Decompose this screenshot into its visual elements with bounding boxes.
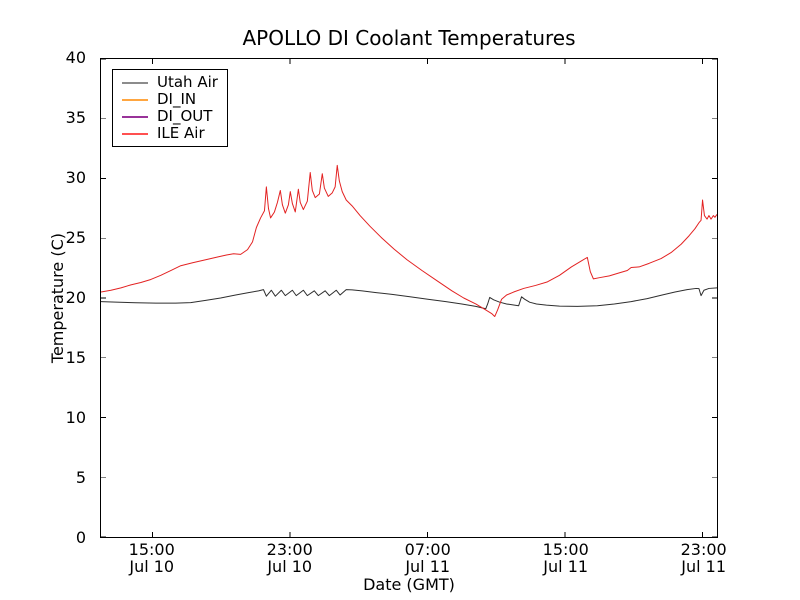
legend-item-di-in: DI_IN xyxy=(122,91,218,108)
series-line-ile-air xyxy=(101,164,717,318)
legend-line-sample-utah-air xyxy=(122,81,148,84)
y-tick-label: 5 xyxy=(75,468,86,487)
legend-line-sample-di-in xyxy=(122,98,148,101)
y-tick-label: 35 xyxy=(65,108,86,127)
y-tick-label: 10 xyxy=(65,408,86,427)
x-tick-label: 23:00 Jul 11 xyxy=(681,541,727,575)
legend-item-di-out: DI_OUT xyxy=(122,108,218,125)
x-tick-time: 23:00 xyxy=(680,540,727,559)
y-tick-label: 40 xyxy=(65,48,86,67)
legend-item-ile-air: ILE Air xyxy=(122,125,218,142)
legend-label: Utah Air xyxy=(157,73,218,91)
x-tick-date: Jul 11 xyxy=(681,557,727,576)
legend-label: DI_OUT xyxy=(157,107,213,125)
series-line-utah-air xyxy=(101,287,717,310)
x-tick-label: 15:00 Jul 11 xyxy=(543,541,589,575)
x-tick-time: 15:00 xyxy=(542,540,589,559)
x-tick-label: 07:00 Jul 11 xyxy=(405,541,451,575)
y-tick-label: 30 xyxy=(65,168,86,187)
legend-label: DI_IN xyxy=(157,90,197,108)
x-tick-time: 23:00 xyxy=(266,540,313,559)
plot-svg xyxy=(101,59,717,537)
y-tick-label: 0 xyxy=(75,528,86,547)
legend-line-sample-ile-air xyxy=(122,132,148,135)
legend-label: ILE Air xyxy=(157,124,205,142)
x-tick-time: 15:00 xyxy=(128,540,175,559)
x-axis-label: Date (GMT) xyxy=(363,575,455,594)
y-tick-label: 20 xyxy=(65,288,86,307)
y-tick-label: 15 xyxy=(65,348,86,367)
x-tick-date: Jul 11 xyxy=(543,557,589,576)
x-tick-date: Jul 10 xyxy=(267,557,313,576)
legend: Utah Air DI_IN DI_OUT ILE Air xyxy=(112,69,228,147)
x-tick-time: 07:00 xyxy=(404,540,451,559)
x-tick-label: 23:00 Jul 10 xyxy=(267,541,313,575)
x-tick-date: Jul 11 xyxy=(405,557,451,576)
chart-title: APOLLO DI Coolant Temperatures xyxy=(242,26,576,50)
legend-item-utah-air: Utah Air xyxy=(122,74,218,91)
x-tick-date: Jul 10 xyxy=(129,557,175,576)
legend-line-sample-di-out xyxy=(122,115,148,118)
x-tick-label: 15:00 Jul 10 xyxy=(129,541,175,575)
y-tick-label: 25 xyxy=(65,228,86,247)
